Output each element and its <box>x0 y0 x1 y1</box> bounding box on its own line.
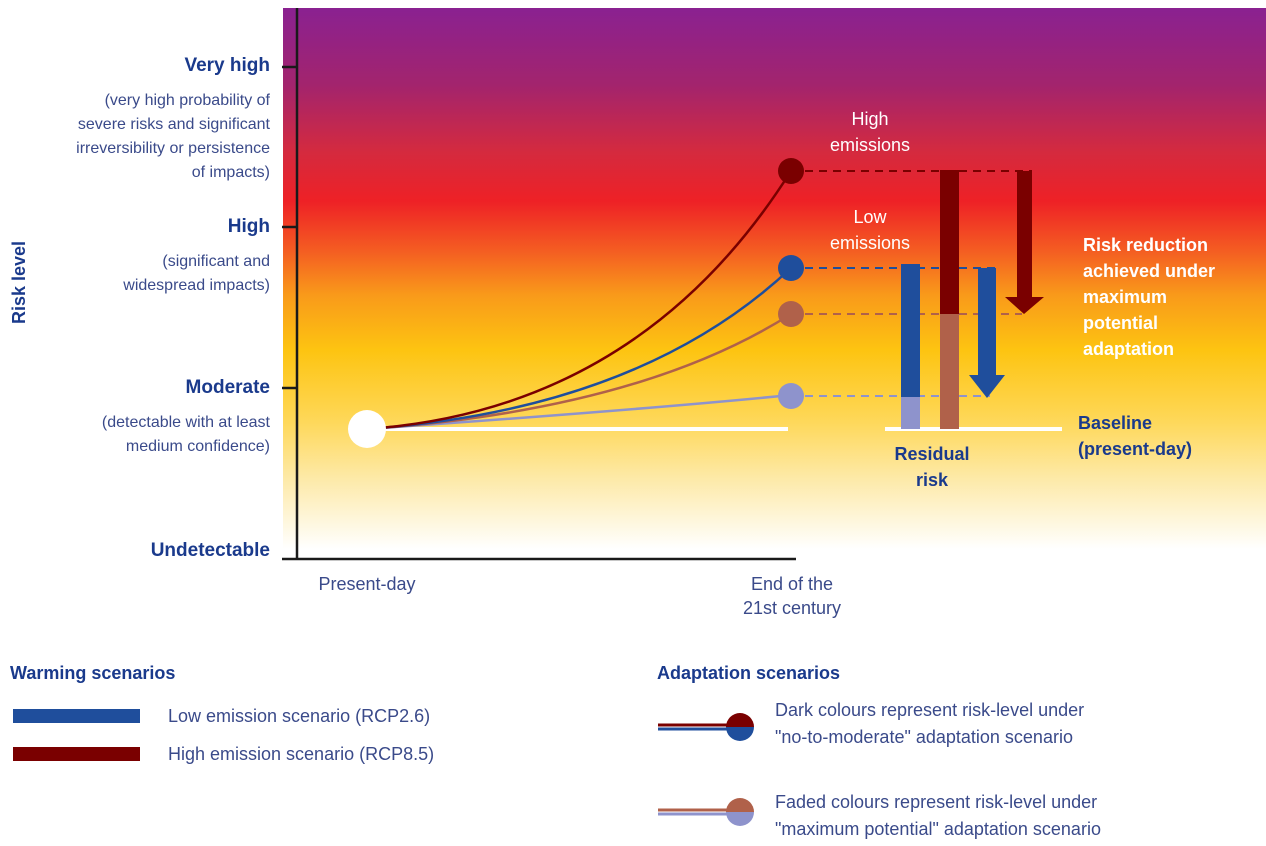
present-day-point <box>348 410 386 448</box>
bar-low-residual <box>901 397 920 429</box>
level-very-high-title: Very high <box>184 55 270 76</box>
point-low-faded <box>778 383 804 409</box>
legend-warming-title: Warming scenarios <box>10 663 176 683</box>
point-high <box>778 158 804 184</box>
point-high-faded <box>778 301 804 327</box>
legend-adaptation-faded: Faded colours represent risk-level under… <box>775 792 1101 839</box>
curve-low <box>366 267 792 431</box>
level-undetectable-title: Undetectable <box>150 540 270 561</box>
level-high-desc: (significant and widespread impacts) <box>123 253 270 294</box>
legend-swatch-high <box>13 747 140 761</box>
arrow-high-reduction <box>1005 171 1044 314</box>
legend-icon-faded <box>658 798 754 826</box>
label-high-emissions: High emissions <box>829 109 911 155</box>
curve-low-faded <box>366 393 792 431</box>
legend-adaptation-dark: Dark colours represent risk-level under … <box>775 700 1085 747</box>
x-tick-end-century: End of the 21st century <box>742 574 842 618</box>
label-low-emissions: Low emissions <box>829 207 911 253</box>
legend-icon-dark <box>658 713 754 741</box>
label-baseline: Baseline (present-day) <box>1078 413 1193 459</box>
label-risk-reduction: Risk reduction achieved under maximum po… <box>1083 235 1216 359</box>
level-moderate-desc: (detectable with at least medium confide… <box>101 414 270 455</box>
bar-high <box>940 170 959 314</box>
bar-high-residual <box>940 314 959 429</box>
legend-warming-low: Low emission scenario (RCP2.6) <box>168 706 431 726</box>
arrow-low-reduction <box>969 268 1005 398</box>
level-moderate-title: Moderate <box>185 377 270 398</box>
legend-swatch-low <box>13 709 140 723</box>
legend-adaptation-title: Adaptation scenarios <box>657 663 841 683</box>
level-high-title: High <box>227 216 270 237</box>
point-low <box>778 255 804 281</box>
label-residual-risk: Residual risk <box>894 444 970 490</box>
legend-warming-high: High emission scenario (RCP8.5) <box>168 744 435 764</box>
bar-low <box>901 264 920 397</box>
curve-high <box>366 170 793 431</box>
level-very-high-desc: (very high probability of severe risks a… <box>76 92 270 181</box>
x-tick-present-day: Present-day <box>318 574 416 594</box>
